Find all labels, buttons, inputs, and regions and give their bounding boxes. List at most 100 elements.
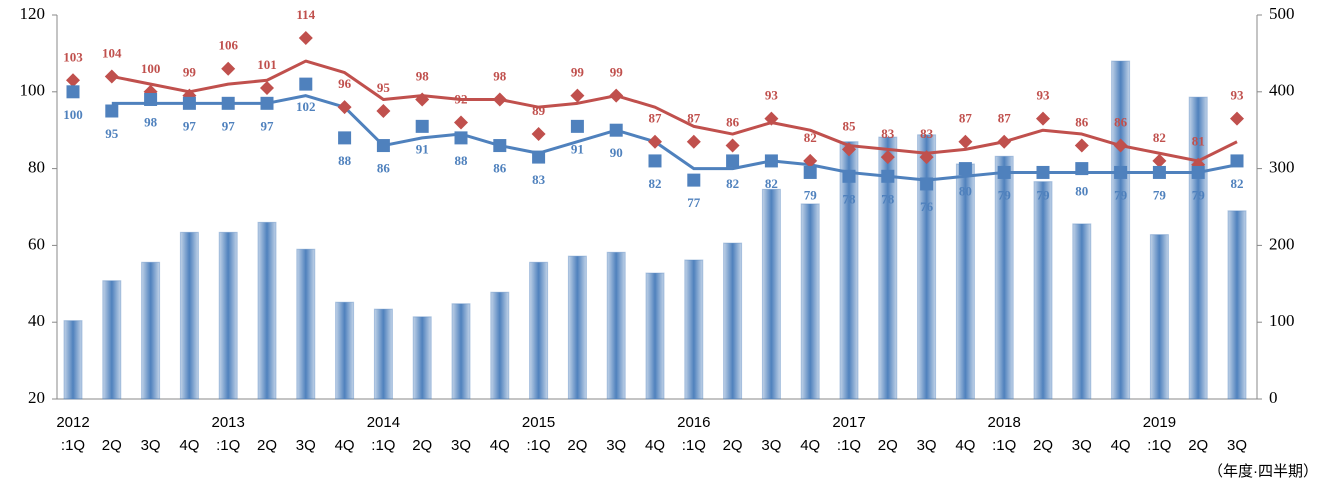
diamond-marker <box>1074 138 1089 153</box>
bar <box>606 251 626 400</box>
square-marker <box>803 165 817 179</box>
square-marker <box>454 131 468 145</box>
y-tick-label: 100 <box>20 81 46 100</box>
y-tick-label: 20 <box>28 388 45 407</box>
data-label: 82 <box>1153 130 1166 145</box>
square-marker <box>1114 165 1128 179</box>
data-label: 79 <box>1192 187 1206 202</box>
data-label: 104 <box>102 45 122 60</box>
bar <box>529 261 549 400</box>
x-tick-label: 4Q <box>179 437 199 454</box>
diamond-marker <box>725 138 740 153</box>
data-label: 83 <box>920 126 934 141</box>
x-tick-label: 4Q <box>955 437 975 454</box>
x-tick-label: 2Q <box>723 437 743 454</box>
x-tick-label: 2019 <box>1143 414 1176 431</box>
data-label: 98 <box>493 68 507 83</box>
diamond-marker <box>1036 111 1050 126</box>
data-label: 82 <box>765 176 778 191</box>
x-tick-label: :1Q <box>837 437 861 454</box>
bar <box>335 301 355 400</box>
data-label: 99 <box>183 65 197 80</box>
bar <box>1111 60 1131 400</box>
data-label: 93 <box>1037 88 1051 103</box>
square-marker <box>144 92 158 106</box>
data-label: 82 <box>804 130 817 145</box>
diamond-marker <box>880 150 895 165</box>
y2-tick-label: 200 <box>1269 234 1295 253</box>
data-label: 78 <box>843 191 857 206</box>
diamond-marker <box>66 73 80 88</box>
bar <box>723 242 743 400</box>
x-tick-label: :1Q <box>1147 437 1171 454</box>
square-marker <box>687 173 701 187</box>
data-label: 85 <box>843 118 857 133</box>
square-marker <box>66 85 80 99</box>
data-label: 86 <box>377 161 391 176</box>
square-marker <box>415 119 429 133</box>
y-tick-label: 40 <box>28 311 45 330</box>
y-tick-label: 80 <box>28 158 45 177</box>
data-label: 83 <box>881 126 895 141</box>
diamond-marker <box>260 80 274 95</box>
diamond-marker <box>686 134 701 149</box>
bar <box>800 203 820 400</box>
data-label: 87 <box>649 111 663 126</box>
square-marker <box>1230 154 1244 168</box>
bar <box>102 280 122 400</box>
data-label: 76 <box>920 199 934 214</box>
data-label: 86 <box>493 161 507 176</box>
square-marker <box>881 169 895 183</box>
data-label: 106 <box>218 38 238 53</box>
line <box>111 94 1238 182</box>
x-tick-label: :1Q <box>527 437 551 454</box>
data-label: 82 <box>1231 176 1244 191</box>
bar <box>1149 234 1169 400</box>
square-marker <box>532 150 546 164</box>
data-label: 97 <box>222 118 236 133</box>
y2-tick-label: 500 <box>1269 4 1295 23</box>
data-label: 87 <box>687 111 701 126</box>
x-tick-label: 3Q <box>296 437 316 454</box>
x-tick-label: 3Q <box>451 437 471 454</box>
diamond-marker <box>997 134 1012 149</box>
x-tick-label: 2Q <box>1188 437 1208 454</box>
x-tick-label: 2Q <box>412 437 432 454</box>
data-label: 101 <box>257 57 277 72</box>
data-label: 114 <box>296 7 315 22</box>
data-label: 103 <box>63 49 83 64</box>
x-tick-label: 3Q <box>141 437 161 454</box>
data-label: 87 <box>998 111 1012 126</box>
data-label: 96 <box>338 76 352 91</box>
square-marker <box>997 165 1011 179</box>
x-tick-label: 3Q <box>1227 437 1247 454</box>
bar <box>63 320 83 400</box>
data-label: 86 <box>726 115 740 130</box>
square-marker <box>338 131 352 145</box>
y-tick-label: 60 <box>28 234 45 253</box>
data-label: 77 <box>687 195 701 210</box>
x-tick-label: 2Q <box>257 437 277 454</box>
diamond-marker <box>919 150 934 165</box>
square-marker <box>726 154 740 168</box>
data-label: 90 <box>610 145 623 160</box>
data-label: 99 <box>571 65 585 80</box>
bar <box>373 308 393 400</box>
diamond-marker <box>764 111 779 126</box>
square-marker <box>493 139 507 153</box>
diamond-marker <box>803 153 818 168</box>
square-marker <box>648 154 662 168</box>
x-tick-label: 2012 <box>56 414 89 431</box>
square-marker <box>105 104 119 118</box>
bar <box>994 155 1014 400</box>
y2-tick-label: 100 <box>1269 311 1295 330</box>
data-label: 97 <box>261 118 275 133</box>
bar <box>761 188 781 400</box>
square-marker <box>299 77 313 91</box>
data-label: 88 <box>455 153 469 168</box>
bar <box>1072 223 1092 400</box>
x-tick-label: 3Q <box>917 437 937 454</box>
data-label: 79 <box>1037 187 1051 202</box>
diamond-marker <box>1113 138 1128 153</box>
data-label: 88 <box>338 153 352 168</box>
